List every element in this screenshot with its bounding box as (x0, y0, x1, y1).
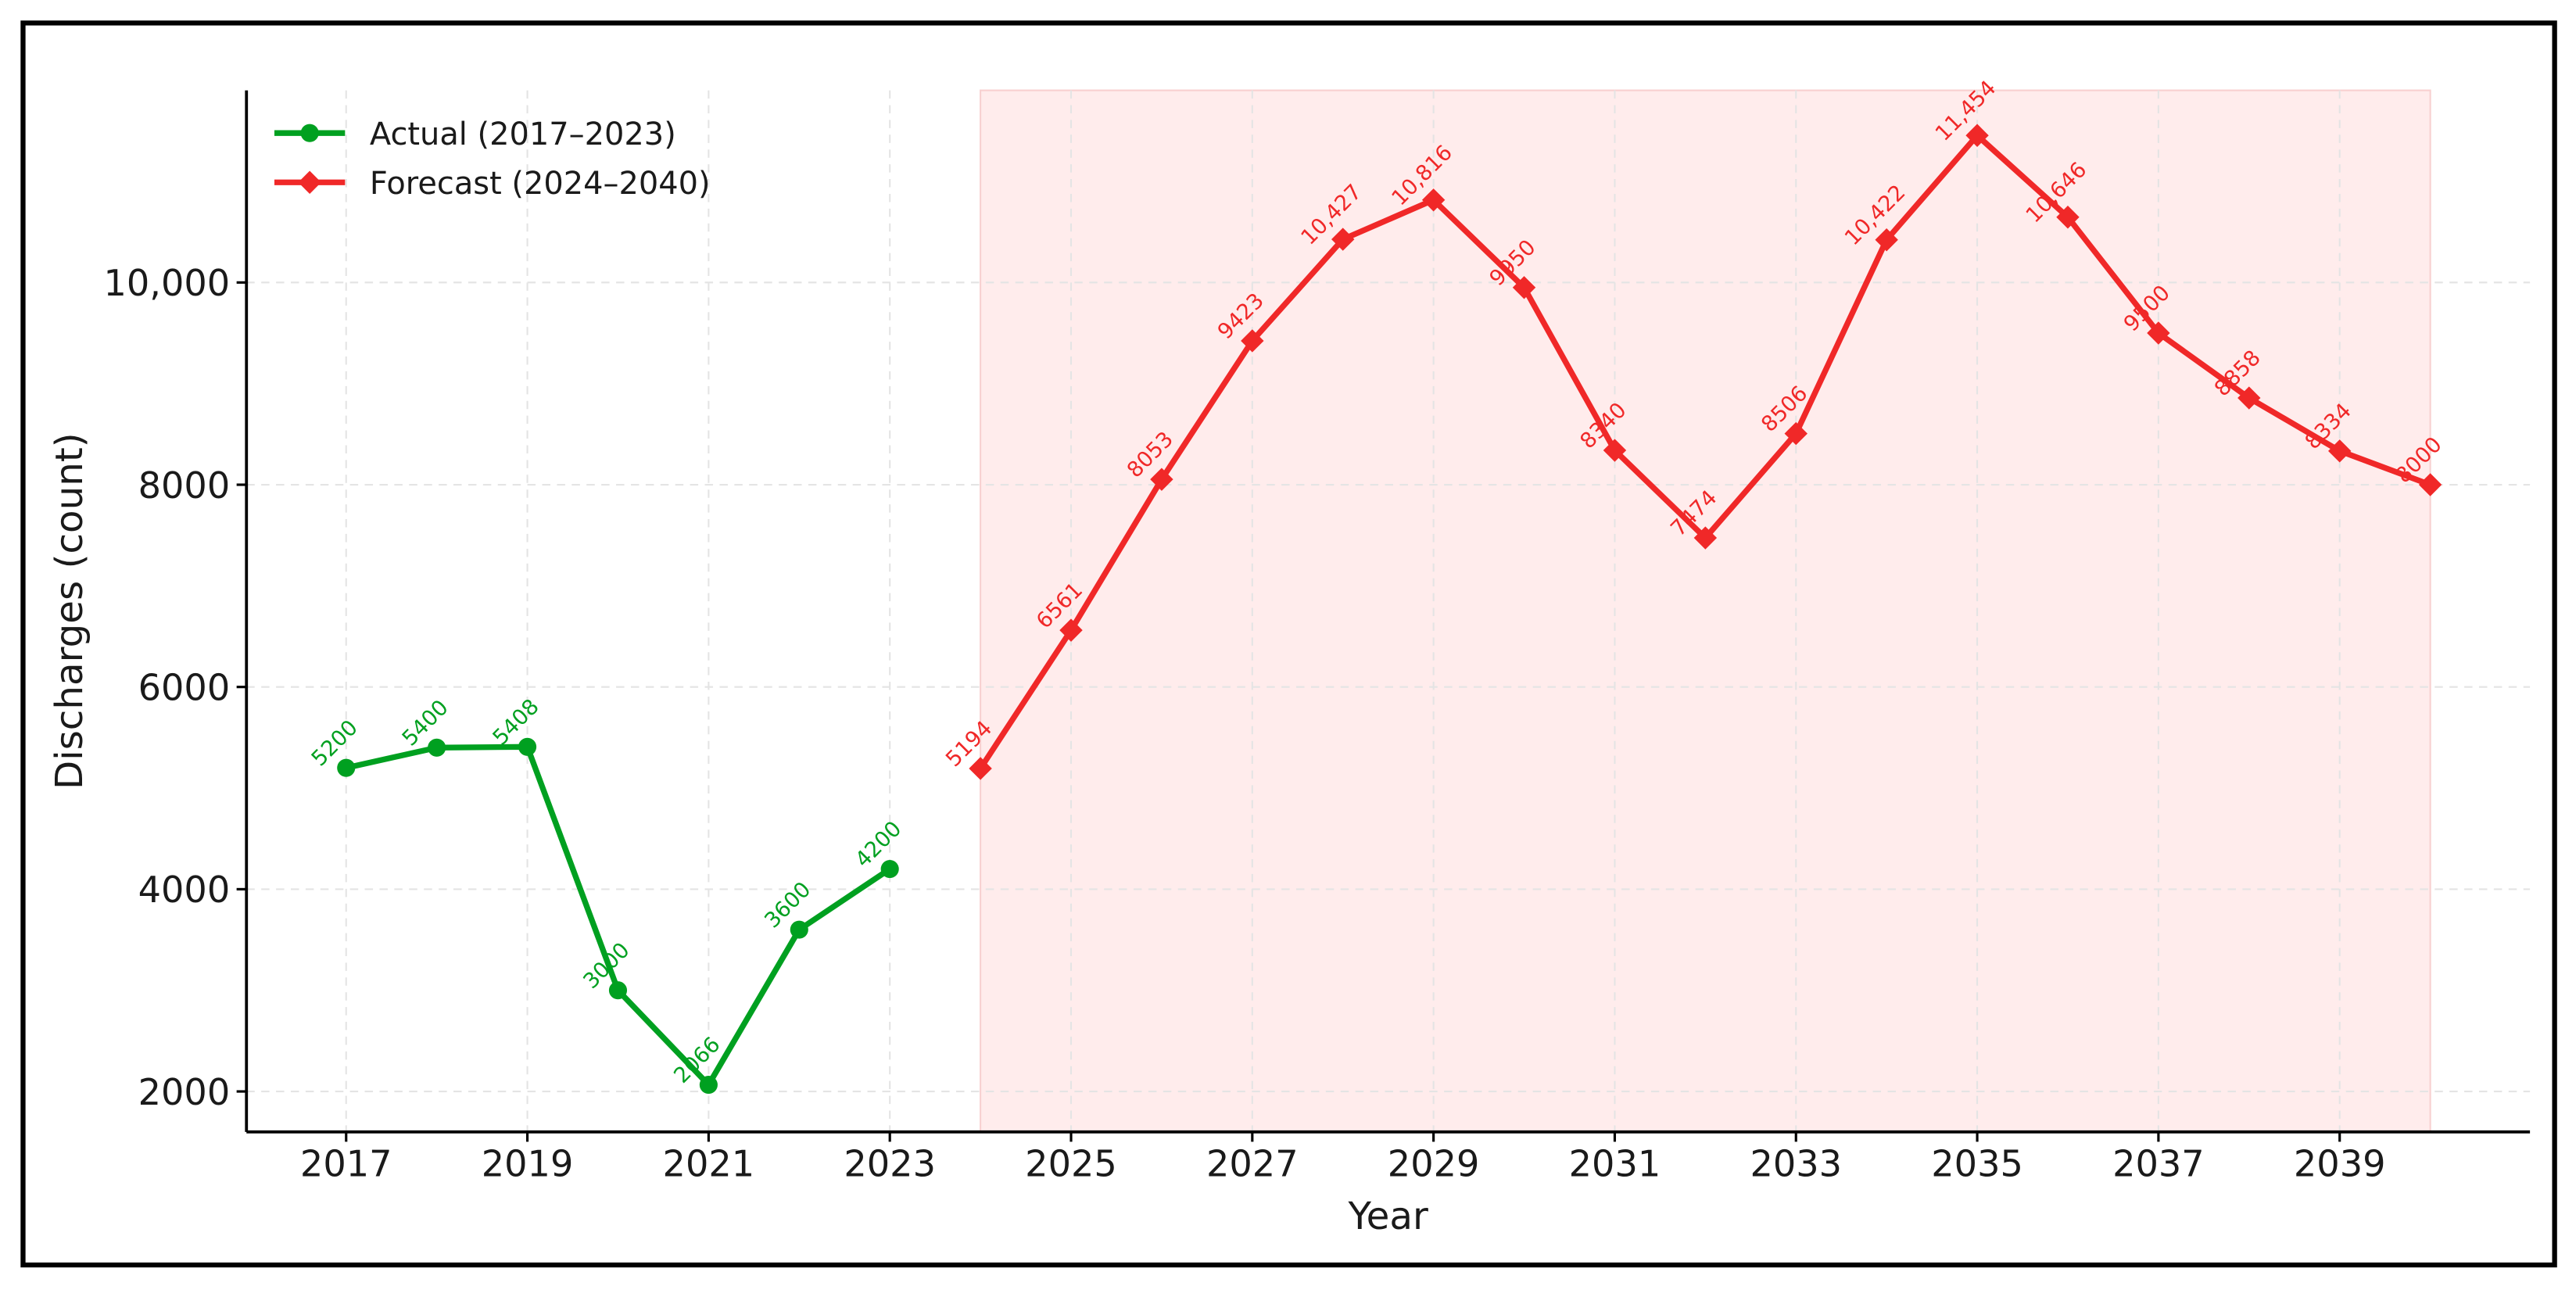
marker (1875, 228, 1898, 252)
marker (969, 757, 992, 780)
legend-label: Actual (2017–2023) (370, 116, 676, 152)
x-tick-label: 2017 (300, 1143, 392, 1185)
marker (1421, 188, 1446, 212)
marker (2418, 473, 2442, 496)
marker (1059, 618, 1083, 642)
legend-label: Forecast (2024–2040) (370, 166, 711, 202)
x-axis-label: Year (1348, 1195, 1428, 1238)
y-tick-label: 4000 (138, 869, 231, 911)
marker (428, 738, 446, 757)
marker (880, 859, 899, 879)
marker (298, 170, 321, 194)
y-axis-label: Discharges (count) (48, 432, 91, 790)
marker (518, 737, 537, 756)
marker (1150, 468, 1173, 491)
y-tick-label: 10,000 (104, 262, 231, 304)
marker (2147, 321, 2170, 345)
x-tick-label: 2023 (844, 1143, 936, 1185)
marker (2327, 439, 2352, 463)
x-tick-label: 2025 (1025, 1143, 1117, 1185)
marker (1784, 421, 1807, 446)
marker (608, 981, 628, 1000)
marker (1603, 439, 1627, 462)
y-tick-label: 2000 (138, 1071, 231, 1113)
marker (790, 920, 808, 939)
x-tick-label: 2037 (2112, 1143, 2205, 1185)
marker (1512, 276, 1536, 299)
shaded-region (980, 89, 2431, 1133)
marker (300, 124, 319, 142)
x-tick-label: 2031 (1569, 1143, 1661, 1185)
x-tick-label: 2027 (1206, 1143, 1299, 1185)
marker (1693, 526, 1718, 550)
x-tick-label: 2039 (2294, 1143, 2386, 1185)
marker (699, 1075, 718, 1095)
marker (337, 758, 356, 777)
y-tick-label: 6000 (138, 667, 231, 709)
x-tick-label: 2029 (1388, 1143, 1480, 1185)
x-tick-label: 2019 (482, 1143, 574, 1185)
x-tick-label: 2035 (1931, 1143, 2023, 1185)
marker (2056, 206, 2080, 229)
y-tick-label: 8000 (138, 464, 231, 507)
x-tick-label: 2021 (663, 1143, 755, 1185)
marker (1331, 228, 1355, 251)
x-tick-label: 2033 (1750, 1143, 1842, 1185)
marker (1965, 124, 1989, 147)
